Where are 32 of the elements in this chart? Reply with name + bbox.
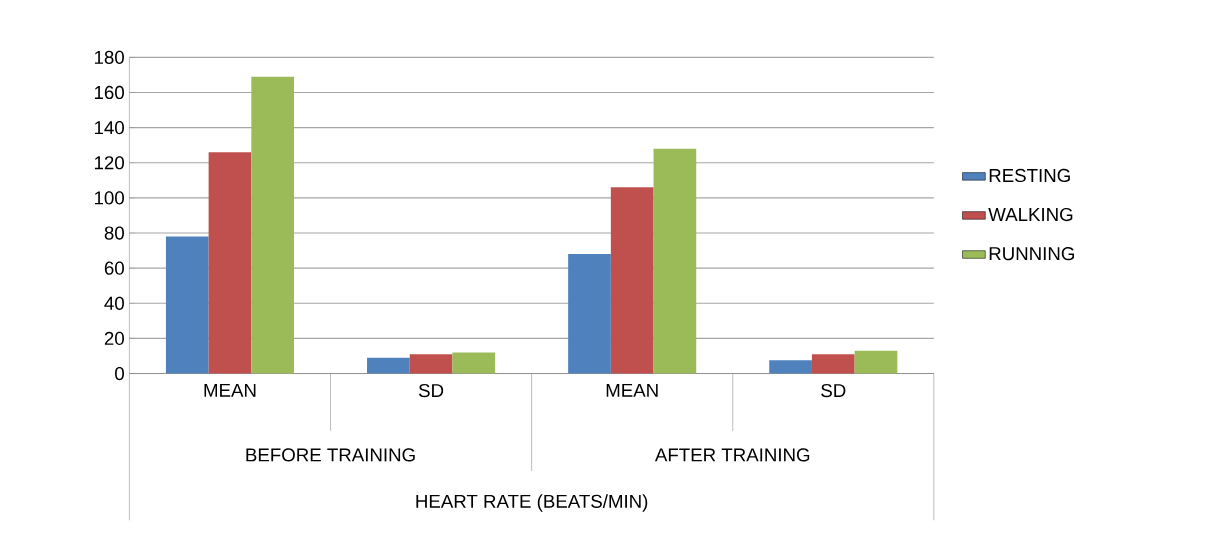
text: AFTER TRAINING	[654, 448, 810, 462]
bar	[854, 350, 898, 374]
x-tick-label: SD	[821, 384, 846, 398]
bar	[165, 236, 209, 374]
y-tick-label: 20	[104, 331, 124, 346]
bar	[653, 148, 697, 374]
legend-label: RUNNING	[989, 247, 1074, 261]
y-tick-label: 0	[115, 367, 124, 381]
x-tick-label: MEAN	[204, 384, 256, 397]
bar	[251, 76, 294, 374]
text: BEFORE TRAINING	[246, 448, 415, 462]
y-tick-label: 160	[94, 86, 124, 100]
y-tick-label: 40	[104, 296, 124, 311]
x-tick-label: MEAN	[606, 384, 658, 397]
y-tick-label: 100	[94, 191, 124, 205]
bar	[367, 357, 410, 374]
legend-label: RESTING	[989, 169, 1070, 183]
x-tick-label: SD	[418, 384, 444, 398]
bar	[208, 152, 252, 374]
y-tick-label: 60	[104, 261, 124, 275]
bar	[610, 187, 654, 374]
y-tick-label: 180	[94, 50, 124, 65]
y-tick-label: 120	[94, 156, 124, 170]
legend-label: WALKING	[988, 208, 1073, 222]
y-tick-label: 80	[104, 226, 124, 240]
bar	[452, 352, 496, 374]
bar	[409, 354, 453, 374]
text: HEART RATE (BEATS/MIN)	[416, 494, 648, 512]
y-tick-label: 140	[94, 121, 124, 135]
bar	[811, 354, 855, 374]
bar	[769, 360, 812, 374]
bar	[568, 254, 611, 374]
